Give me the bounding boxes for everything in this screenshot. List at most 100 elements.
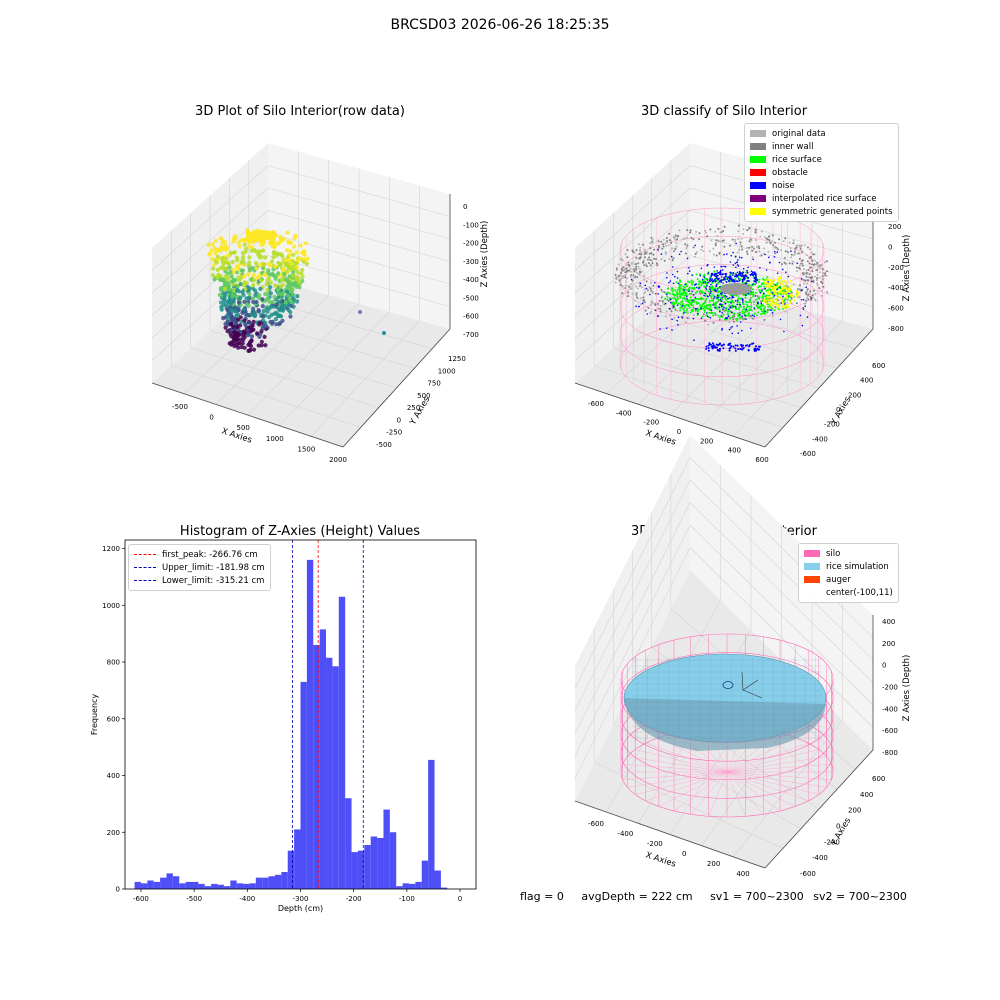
data-point [640,270,643,273]
histogram-bar [249,883,256,889]
data-point [254,230,259,235]
data-point [758,250,761,253]
data-point [247,348,252,353]
data-point [652,253,655,256]
plot1-z-tick-label: -100 [463,221,479,229]
data-point [657,240,660,243]
data-point [688,270,691,272]
data-point [786,251,789,254]
y-tick-label: 400 [107,772,120,780]
plot2-x-tick-label: 200 [700,437,713,445]
data-point [660,240,663,243]
legend-line-swatch [134,567,156,568]
data-point [715,290,717,292]
data-point [650,310,653,313]
silo-floor-spoke [645,742,728,773]
data-point [261,248,266,253]
data-point [790,297,793,300]
data-point [649,303,652,306]
data-point [660,288,663,291]
data-point [709,303,712,306]
data-point [229,288,234,293]
data-point [737,237,740,240]
data-point [756,347,759,350]
data-point [288,314,293,319]
legend-label: inner wall [772,141,814,152]
data-point [790,294,793,298]
data-point [714,280,717,283]
data-point [741,257,743,259]
data-point [615,277,618,279]
data-point [673,305,675,308]
data-point [759,267,761,269]
data-point [250,323,255,328]
data-point [653,257,655,260]
data-point [732,251,734,254]
data-point [705,277,708,280]
data-point [745,306,748,309]
data-point [634,275,637,278]
data-point [805,273,808,276]
data-point [710,309,713,312]
data-point [630,261,633,264]
data-point [235,324,240,329]
data-point [224,266,229,271]
data-point [223,243,228,249]
data-point [720,315,723,317]
data-point [816,277,818,280]
data-point [808,256,811,259]
data-point [744,344,747,347]
data-point [744,300,747,303]
histogram-bar [211,883,218,889]
data-point [639,256,642,259]
data-point [683,296,686,299]
data-point [630,270,632,273]
data-point [284,289,290,294]
data-point [228,269,233,274]
data-point [255,331,260,336]
data-point [711,278,714,280]
data-point [676,294,679,296]
data-point [626,249,629,252]
data-point [721,273,724,276]
data-point [673,236,676,239]
histogram-chart: -600 -500 -400 -300 -200 -100 0020040060080010… [90,539,477,913]
data-point [772,314,774,317]
data-point [771,286,774,290]
data-point [746,250,748,253]
data-point [678,291,681,293]
data-point [698,282,701,285]
data-point [742,301,744,303]
data-point [726,276,729,279]
data-point [812,280,814,283]
data-point [708,342,711,345]
legend-line-swatch [134,580,156,581]
grid-line [689,457,874,638]
data-point [624,253,627,256]
data-point [706,264,708,267]
data-point [655,258,657,261]
data-point [790,256,792,259]
data-point [704,299,707,302]
silo-floor-spoke [690,771,728,815]
legend-entry: original data [750,127,893,140]
data-point [688,267,690,269]
data-point [757,302,759,305]
data-point [734,344,737,347]
data-point [786,303,789,306]
data-point [756,297,759,300]
data-point [763,312,766,315]
data-point [676,238,679,241]
plot4-y-tick-label: 0 [836,823,840,831]
data-point [645,265,648,268]
data-point [740,274,743,277]
data-point [757,307,759,310]
data-point [630,274,633,276]
data-point [761,295,764,297]
data-point [674,248,677,250]
data-point [679,280,682,283]
data-point [811,294,814,297]
data-point [695,283,697,285]
data-point [666,293,668,296]
data-point [644,309,647,312]
